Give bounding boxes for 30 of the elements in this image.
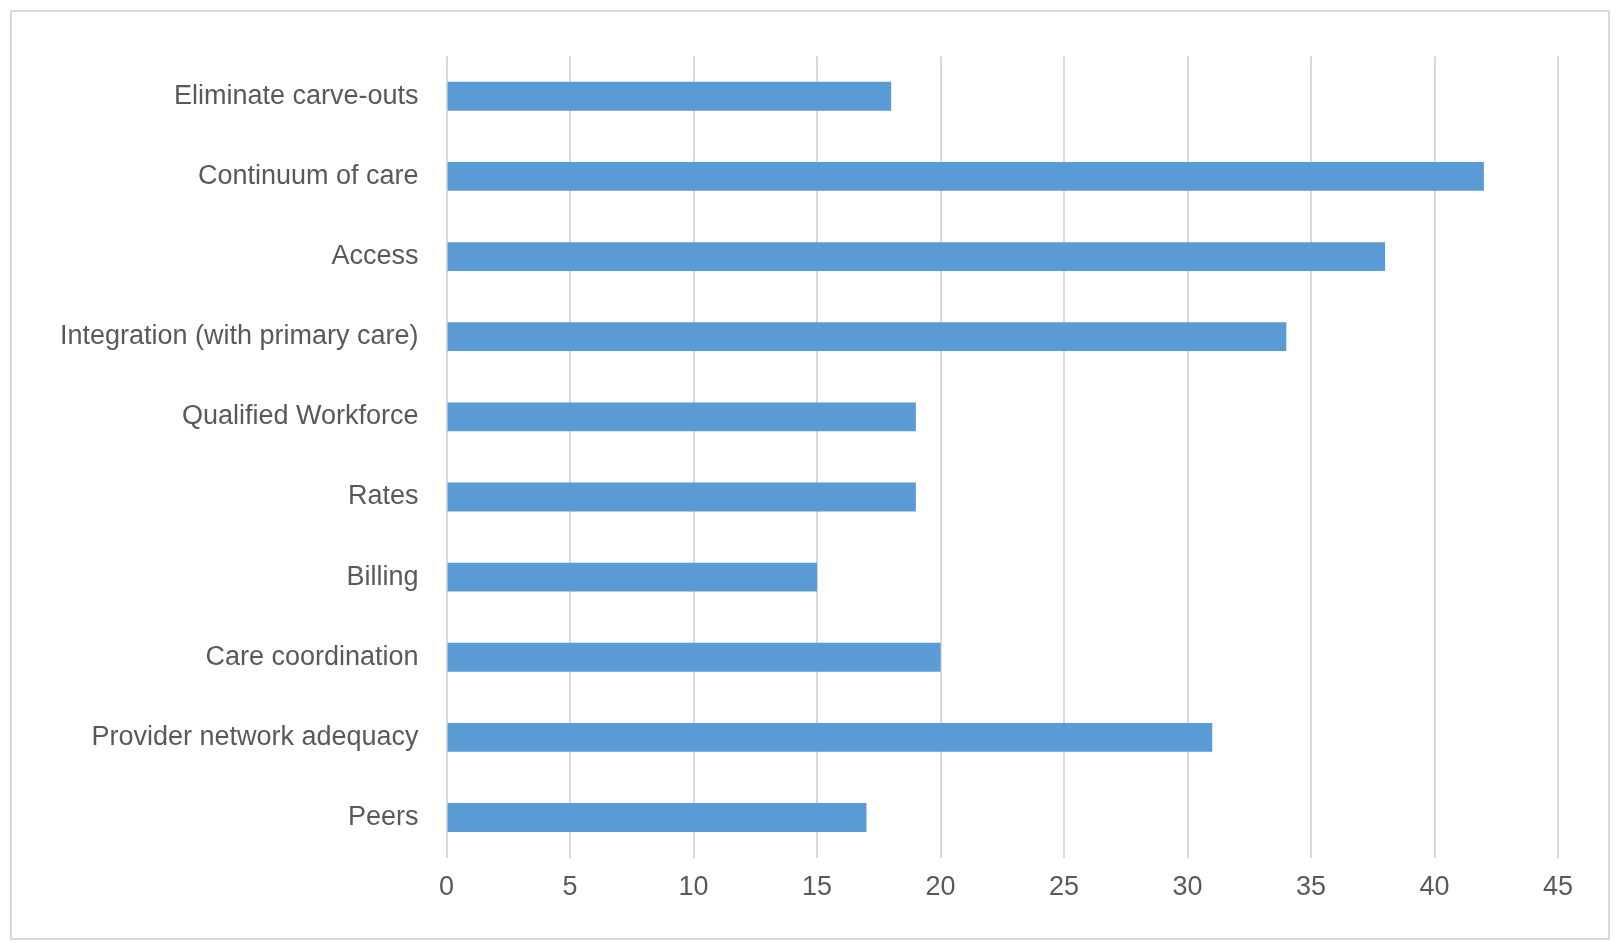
- bar: [447, 642, 941, 672]
- x-tick-label: 20: [925, 871, 956, 902]
- y-tick-label: Peers: [348, 800, 419, 831]
- y-tick-label: Access: [331, 240, 419, 270]
- x-tick-label: 15: [802, 871, 833, 902]
- y-tick-label: Continuum of care: [198, 159, 419, 190]
- bar: [447, 722, 1213, 752]
- bar: [447, 322, 1287, 352]
- y-tick-label: Care coordination: [205, 640, 419, 671]
- x-tick-label: 35: [1296, 871, 1327, 902]
- y-tick-label: Provider network adequacy: [91, 720, 420, 751]
- y-tick-label: Eliminate carve-outs: [174, 79, 419, 110]
- x-tick-label: 45: [1542, 871, 1574, 902]
- y-tick-label: Rates: [348, 480, 419, 511]
- bar: [447, 161, 1484, 191]
- y-tick-label: Integration (with primary care): [60, 320, 419, 351]
- x-tick-label: 5: [562, 871, 578, 902]
- bar: [447, 242, 1386, 271]
- x-tick-label: 25: [1049, 871, 1080, 902]
- bar: [447, 803, 867, 832]
- bar: [447, 81, 892, 111]
- bar: [447, 402, 916, 432]
- x-tick-label: 10: [678, 871, 709, 902]
- x-tick-label: 30: [1172, 871, 1203, 902]
- x-tick-label: 40: [1419, 871, 1450, 902]
- y-tick-label: Qualified Workforce: [182, 400, 419, 431]
- y-tick-label: Billing: [346, 560, 419, 591]
- bar: [447, 562, 818, 592]
- bar: [447, 482, 916, 512]
- x-tick-label: 0: [439, 871, 455, 902]
